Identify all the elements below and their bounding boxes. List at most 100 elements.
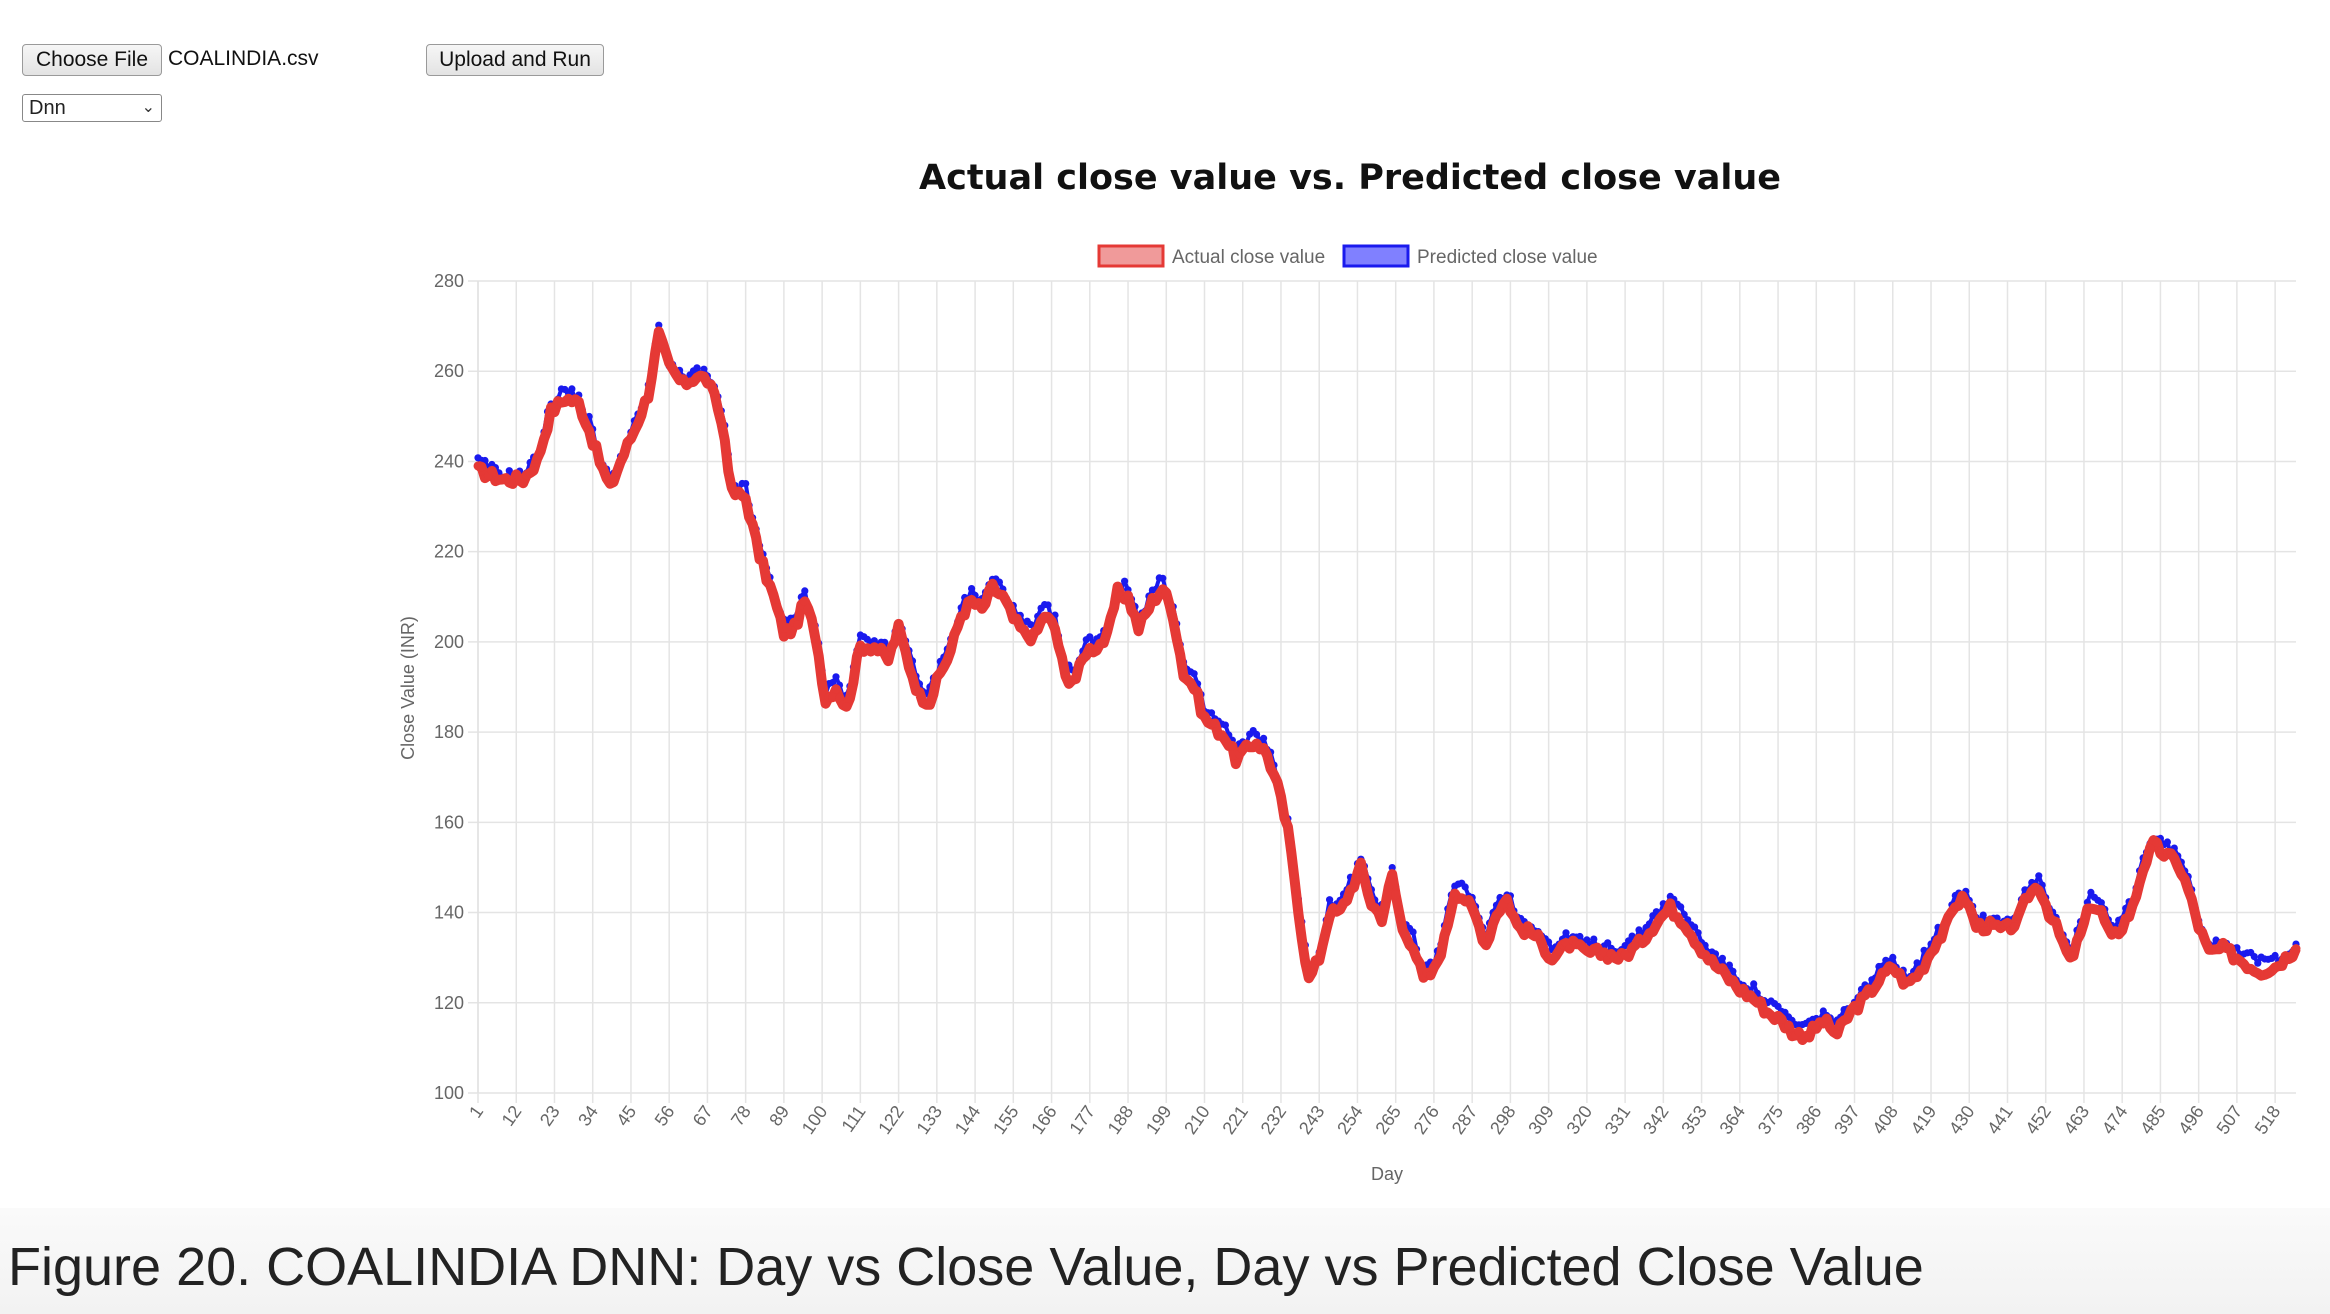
actual-point [654, 327, 664, 336]
actual-point [543, 425, 552, 435]
actual-point [1081, 651, 1091, 661]
actual-point [2023, 893, 2033, 903]
actual-point [1495, 907, 1505, 917]
actual-point [2003, 918, 2012, 928]
actual-point [949, 630, 959, 640]
actual-point [748, 519, 758, 529]
actual-point [786, 629, 796, 639]
predicted-point [1121, 577, 1129, 585]
model-select[interactable]: Dnn ⌄ [22, 94, 162, 122]
actual-point [1172, 634, 1182, 644]
grid [468, 280, 2296, 1103]
actual-point [1175, 650, 1185, 660]
actual-point [699, 372, 709, 381]
actual-point [574, 397, 584, 407]
x-tick-label: 386 [1792, 1102, 1826, 1138]
predicted-point [1044, 601, 1052, 609]
legend: Actual close value Predicted close value [1097, 244, 1598, 268]
actual-point [2124, 912, 2134, 922]
actual-point [779, 632, 789, 642]
x-tick-label: 188 [1104, 1102, 1138, 1138]
y-tick-label: 140 [434, 903, 464, 923]
predicted-point [1718, 954, 1726, 962]
actual-point [1273, 777, 1282, 787]
actual-point [1061, 671, 1070, 681]
actual-point [1026, 636, 1036, 646]
actual-point [1936, 934, 1946, 944]
actual-point [1665, 898, 1675, 908]
y-axis-label: Close Value (INR) [398, 616, 418, 760]
x-tick-label: 485 [2136, 1102, 2170, 1138]
x-tick-label: 221 [1218, 1102, 1252, 1138]
actual-point [1012, 614, 1022, 624]
predicted-point [1207, 709, 1216, 717]
actual-point [1353, 868, 1362, 878]
actual-point [1464, 895, 1474, 905]
x-tick-label: 353 [1677, 1102, 1711, 1138]
y-tick-label: 180 [434, 722, 464, 742]
actual-point [518, 478, 528, 488]
actual-point [901, 646, 911, 656]
actual-point [2152, 838, 2162, 848]
actual-point [508, 479, 518, 489]
predicted-point [2035, 872, 2043, 880]
actual-point [1940, 920, 1950, 930]
predicted-point [1190, 670, 1198, 678]
actual-point [584, 426, 594, 436]
actual-point [814, 651, 824, 661]
actual-point [2034, 886, 2044, 895]
upload-and-run-button[interactable]: Upload and Run [426, 44, 604, 76]
actual-point [2058, 937, 2068, 947]
actual-point [709, 388, 719, 398]
actual-point [1426, 970, 1435, 980]
actual-point [2173, 862, 2183, 872]
actual-point [1408, 944, 1418, 954]
actual-point [1474, 921, 1484, 931]
actual-point [2100, 916, 2110, 926]
predicted-point [801, 587, 809, 595]
actual-point [1033, 625, 1043, 635]
actual-point [1519, 930, 1529, 940]
figure-caption: Figure 20. COALINDIA DNN: Day vs Close V… [8, 1237, 1924, 1297]
actual-point [626, 434, 636, 444]
actual-point [609, 477, 619, 487]
actual-point [744, 512, 754, 522]
x-tick-label: 408 [1868, 1102, 1902, 1138]
actual-point [1373, 907, 1383, 917]
choose-file-button[interactable]: Choose File [22, 44, 162, 76]
x-tick-label: 45 [612, 1102, 640, 1130]
actual-point [908, 672, 917, 682]
actual-point [529, 466, 539, 476]
series-layer [473, 321, 2301, 1045]
predicted-point [1461, 883, 1469, 891]
actual-point [1092, 646, 1102, 655]
actual-point [803, 604, 813, 613]
actual-point [817, 679, 827, 689]
actual-point [1102, 627, 1112, 637]
actual-point [946, 646, 956, 656]
actual-point [2069, 951, 2078, 961]
x-tick-label: 56 [651, 1102, 679, 1130]
actual-point [539, 434, 549, 444]
actual-point [713, 405, 723, 414]
actual-point [890, 636, 900, 646]
actual-point [1599, 947, 1609, 957]
model-select-value: Dnn [29, 97, 66, 119]
actual-point [1693, 942, 1703, 952]
x-tick-label: 463 [2060, 1102, 2094, 1138]
actual-point [1259, 743, 1269, 753]
actual-point [2096, 905, 2106, 915]
x-tick-label: 309 [1524, 1102, 1558, 1138]
actual-point [1686, 930, 1696, 940]
actual-point [1307, 967, 1317, 977]
actual-point [2055, 930, 2065, 940]
actual-point [720, 435, 730, 445]
actual-point [1123, 591, 1133, 600]
x-tick-label: 243 [1295, 1102, 1329, 1138]
actual-point [1467, 903, 1477, 913]
actual-point [1314, 956, 1324, 966]
actual-point [1168, 615, 1178, 625]
actual-point [852, 652, 862, 662]
actual-point [1481, 940, 1491, 950]
actual-point [1161, 588, 1171, 598]
